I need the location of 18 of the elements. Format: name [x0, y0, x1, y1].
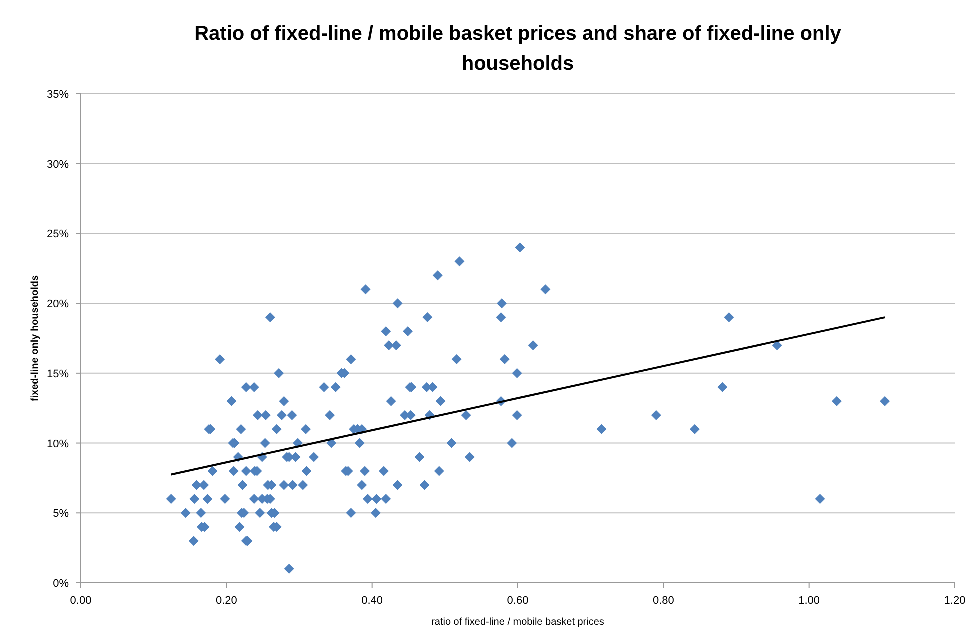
x-tick-label: 1.00	[798, 595, 820, 607]
x-tick-label: 0.40	[362, 595, 384, 607]
y-tick-label: 25%	[46, 228, 70, 241]
y-tick-label: 0%	[53, 578, 70, 590]
x-tick-label: 0.60	[507, 595, 529, 607]
y-tick-label: 35%	[46, 89, 70, 101]
y-tick-label: 20%	[46, 298, 70, 311]
chart-title: Ratio of fixed-line / mobile basket prices and share of fixed-line only households	[194, 23, 842, 75]
x-tick-label: 0.20	[216, 595, 238, 607]
x-tick-label: 0.80	[652, 595, 674, 607]
y-tick-label: 10%	[46, 438, 70, 450]
x-tick-label: 0.00	[70, 595, 92, 607]
y-tick-label: 15%	[46, 368, 70, 380]
x-tick-label: 1.20	[944, 595, 966, 607]
x-axis-title: ratio of fixed-line / mobile basket prices	[432, 617, 604, 628]
y-tick-label: 5%	[53, 508, 70, 520]
y-tick-label: 30%	[46, 158, 70, 171]
y-axis-title: fixed-line only households	[30, 275, 41, 402]
